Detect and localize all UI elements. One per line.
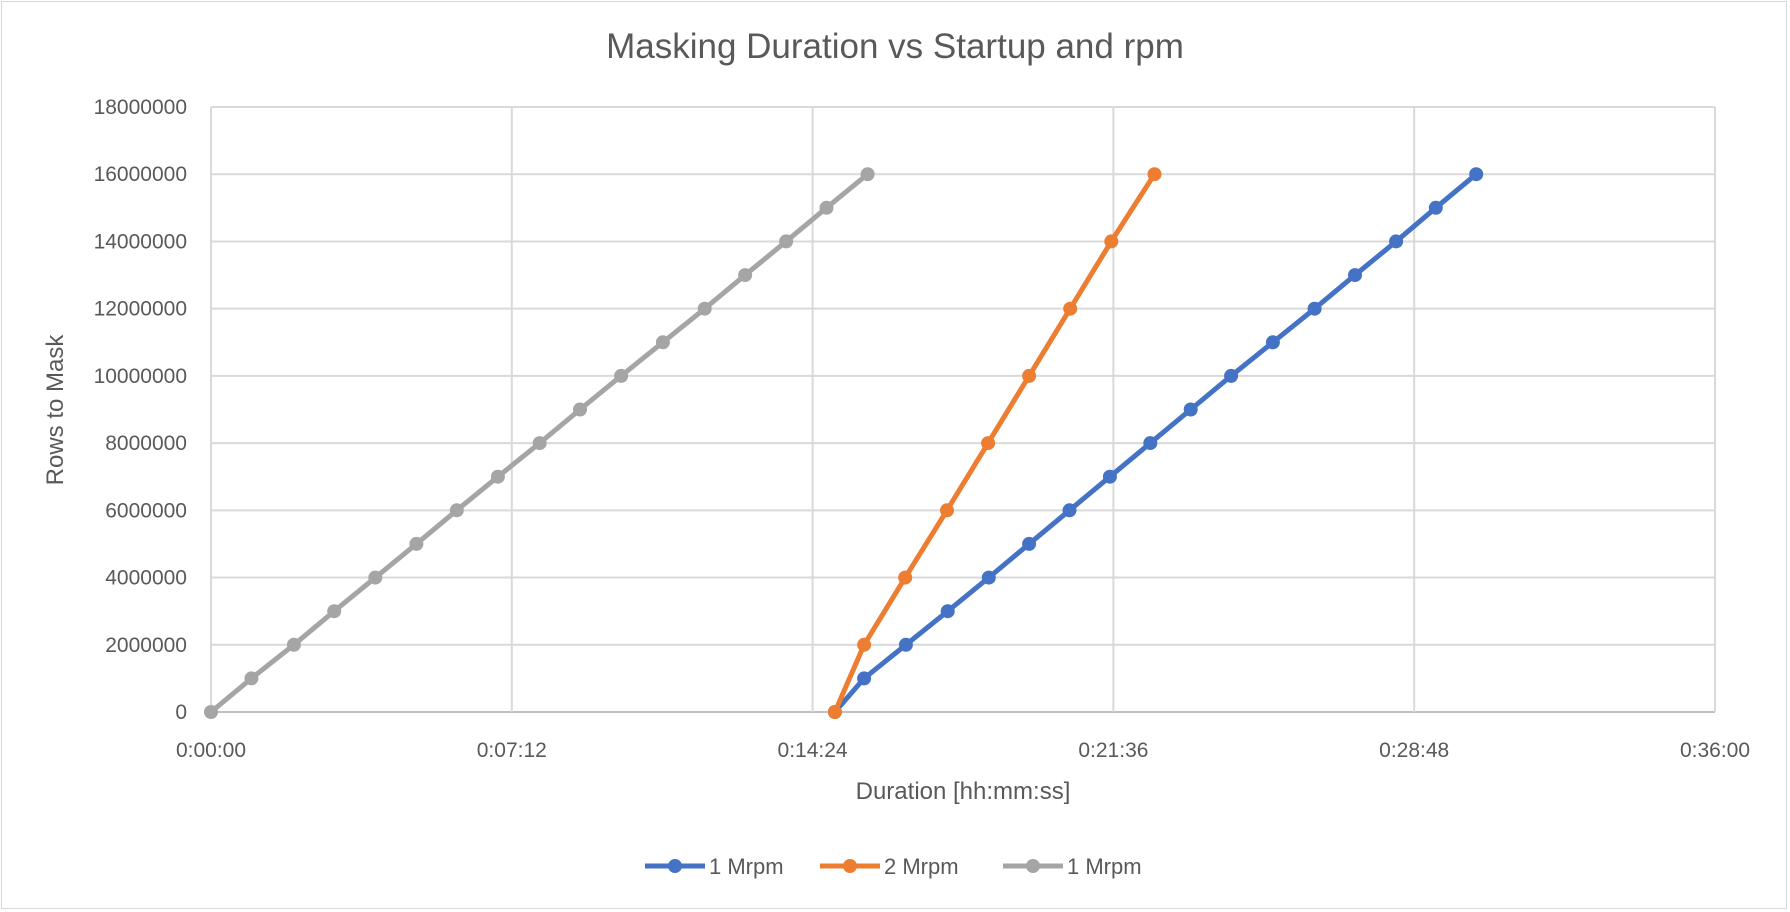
y-tick-label: 14000000 (94, 230, 187, 253)
legend-item: 2 Mrpm (820, 854, 959, 879)
chart-title: Masking Duration vs Startup and rpm (606, 27, 1184, 66)
data-point (1022, 368, 1037, 383)
data-point (327, 604, 342, 619)
grid-lines (210, 106, 1716, 713)
data-point (1102, 469, 1117, 484)
y-tick-label: 10000000 (94, 365, 187, 388)
data-point (1183, 402, 1198, 417)
series-3 (204, 167, 875, 719)
data-point (819, 200, 834, 215)
x-axis-title: Duration [hh:mm:ss] (856, 778, 1071, 805)
y-tick-label: 0 (175, 701, 187, 724)
data-point (1389, 234, 1404, 249)
legend-label: 1 Mrpm (1067, 854, 1142, 879)
data-point (1147, 167, 1162, 182)
data-point (1428, 200, 1443, 215)
legend-item: 1 Mrpm (645, 854, 784, 879)
data-point (697, 301, 712, 316)
data-point (368, 570, 383, 585)
data-point (655, 335, 670, 350)
x-tick-label: 0:21:36 (1078, 739, 1148, 762)
x-tick-label: 0:07:12 (477, 739, 547, 762)
y-tick-label: 8000000 (105, 432, 187, 455)
legend-label: 1 Mrpm (709, 854, 784, 879)
data-point (490, 469, 505, 484)
legend-swatch-marker (668, 859, 682, 873)
legend-swatch-marker (1026, 859, 1040, 873)
data-point (1022, 536, 1037, 551)
data-point (981, 436, 996, 451)
data-point (1063, 301, 1078, 316)
data-point (779, 234, 794, 249)
x-tick-label: 0:28:48 (1379, 739, 1449, 762)
y-tick-label: 4000000 (105, 567, 187, 590)
legend: 1 Mrpm 2 Mrpm 1 Mrpm (645, 854, 1142, 879)
y-axis-title: Rows to Mask (42, 334, 69, 486)
y-tick-label: 12000000 (94, 298, 187, 321)
data-point (449, 503, 464, 518)
data-point (940, 503, 954, 518)
data-point (1348, 268, 1362, 283)
data-point (573, 402, 587, 417)
data-point (244, 671, 259, 686)
x-tick-label: 0:14:24 (778, 739, 848, 762)
y-tick-label: 18000000 (94, 96, 187, 119)
legend-swatch-marker (843, 859, 857, 873)
data-point (1104, 234, 1119, 249)
tick-labels: 0 2000000 4000000 6000000 8000000 10000000 120… (94, 96, 1750, 762)
data-point (1224, 368, 1239, 383)
data-point (532, 436, 547, 451)
data-point (827, 705, 842, 719)
y-tick-label: 2000000 (105, 634, 187, 657)
data-point (981, 570, 996, 585)
data-point (898, 570, 913, 585)
data-point (204, 705, 218, 719)
data-point (857, 637, 872, 652)
data-point (1307, 301, 1322, 316)
data-point (1143, 436, 1158, 451)
data-point (898, 637, 913, 652)
x-tick-label: 0:00:00 (176, 739, 246, 762)
data-point (860, 167, 875, 182)
data-point (614, 368, 629, 383)
data-point (286, 637, 301, 652)
legend-item: 1 Mrpm (1003, 854, 1142, 879)
x-tick-label: 0:36:00 (1680, 739, 1750, 762)
series-2 (827, 167, 1162, 719)
data-point (1265, 335, 1280, 350)
data-point (1062, 503, 1077, 518)
data-point (857, 671, 872, 686)
y-tick-label: 16000000 (94, 163, 187, 186)
series-layer (204, 167, 1484, 719)
data-point (940, 604, 955, 619)
data-point (1469, 167, 1484, 182)
legend-label: 2 Mrpm (884, 854, 959, 879)
data-point (738, 268, 753, 283)
y-tick-label: 6000000 (105, 499, 187, 522)
data-point (409, 536, 424, 551)
